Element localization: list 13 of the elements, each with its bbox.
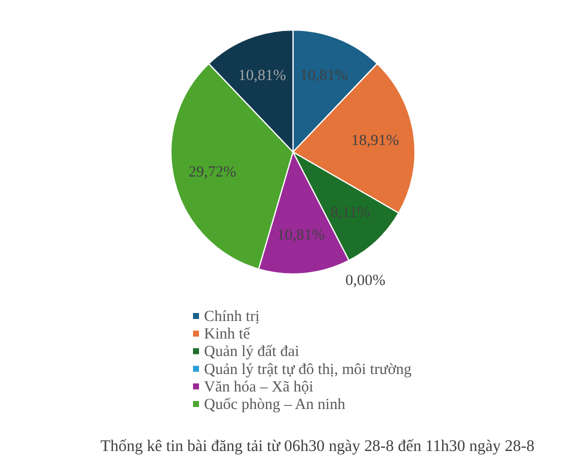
text: Thống kê tin bài đăng tải từ 06h30 ngày 28-8 đến 11h30 ngày 28-8 xyxy=(100,437,534,455)
data-label: 10,81% xyxy=(238,66,286,84)
text: 0,00% xyxy=(345,271,386,288)
data-label: 10,81% xyxy=(276,226,325,244)
data-label: 29,72% xyxy=(188,163,236,180)
data-label: 18,91% xyxy=(351,132,400,149)
legend-label: Quản lý trật tự đô thị, môi trường xyxy=(204,360,412,378)
legend-label: Quản lý đất đai xyxy=(204,342,300,360)
legend-label: Kinh tế xyxy=(204,325,252,342)
legend-label: Chính trị xyxy=(204,308,260,324)
legend-label: Văn hóa – Xã hội xyxy=(204,378,314,395)
legend-label: Quốc phòng – An ninh xyxy=(204,396,346,412)
data-label: 10,81% xyxy=(300,66,348,84)
